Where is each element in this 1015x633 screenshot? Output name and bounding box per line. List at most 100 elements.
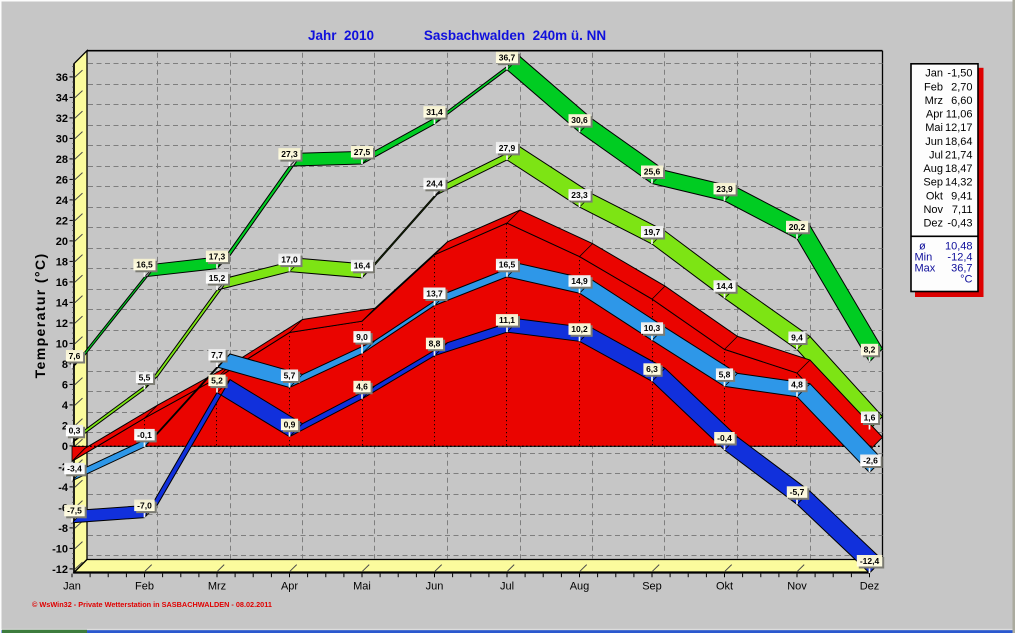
svg-text:27,3: 27,3 bbox=[281, 149, 298, 159]
svg-text:-10: -10 bbox=[52, 543, 68, 555]
svg-text:-1,50: -1,50 bbox=[947, 68, 972, 80]
svg-text:9,0: 9,0 bbox=[356, 332, 368, 342]
svg-text:11,06: 11,06 bbox=[946, 109, 973, 121]
svg-text:Nov: Nov bbox=[923, 204, 943, 216]
svg-text:16,5: 16,5 bbox=[136, 260, 153, 270]
svg-text:Mai: Mai bbox=[353, 581, 371, 593]
svg-text:°C: °C bbox=[960, 273, 972, 285]
svg-text:Jun: Jun bbox=[925, 136, 943, 148]
svg-text:8: 8 bbox=[62, 359, 68, 371]
svg-text:Mai: Mai bbox=[925, 122, 943, 134]
svg-text:-7,5: -7,5 bbox=[67, 506, 82, 516]
svg-text:Dez: Dez bbox=[860, 581, 880, 593]
svg-text:4,6: 4,6 bbox=[356, 382, 368, 392]
svg-text:5,7: 5,7 bbox=[284, 370, 296, 380]
svg-text:4,8: 4,8 bbox=[791, 380, 803, 390]
svg-text:17,3: 17,3 bbox=[209, 252, 226, 262]
svg-text:Apr: Apr bbox=[281, 581, 298, 593]
svg-text:34: 34 bbox=[56, 92, 69, 104]
svg-text:6,3: 6,3 bbox=[646, 364, 658, 374]
svg-text:36: 36 bbox=[56, 72, 68, 84]
svg-text:-3,4: -3,4 bbox=[67, 464, 82, 474]
svg-text:-4: -4 bbox=[58, 482, 69, 494]
svg-text:27,9: 27,9 bbox=[499, 143, 516, 153]
svg-text:5,5: 5,5 bbox=[139, 372, 151, 382]
svg-text:Feb: Feb bbox=[135, 581, 154, 593]
svg-text:19,7: 19,7 bbox=[644, 227, 661, 237]
svg-text:18: 18 bbox=[56, 256, 68, 268]
svg-text:7,6: 7,6 bbox=[69, 351, 81, 361]
svg-text:Aug: Aug bbox=[570, 581, 590, 593]
svg-text:Temperatur (°C): Temperatur (°C) bbox=[32, 252, 48, 378]
svg-text:14: 14 bbox=[56, 297, 69, 309]
svg-text:-8: -8 bbox=[58, 523, 68, 535]
svg-text:ø: ø bbox=[919, 241, 926, 253]
svg-text:27,5: 27,5 bbox=[354, 147, 371, 157]
svg-text:30,6: 30,6 bbox=[571, 115, 588, 125]
svg-text:-12,4: -12,4 bbox=[947, 251, 972, 263]
svg-text:11,1: 11,1 bbox=[499, 315, 515, 325]
svg-text:Sasbachwalden 240m ü. NN: Sasbachwalden 240m ü. NN bbox=[424, 28, 606, 43]
svg-text:© WsWin32 - Private Wetterst: © WsWin32 - Private Wetterstation in SAS… bbox=[32, 600, 272, 609]
svg-text:Max: Max bbox=[915, 262, 936, 274]
svg-text:Mrz: Mrz bbox=[925, 95, 943, 107]
svg-text:0,3: 0,3 bbox=[69, 426, 81, 436]
svg-text:7,11: 7,11 bbox=[952, 204, 973, 216]
svg-text:-7,0: -7,0 bbox=[137, 501, 152, 511]
svg-text:Nov: Nov bbox=[787, 581, 807, 593]
svg-text:Jul: Jul bbox=[929, 150, 943, 162]
svg-text:Sep: Sep bbox=[642, 581, 662, 593]
svg-text:26: 26 bbox=[56, 174, 68, 186]
svg-text:Okt: Okt bbox=[926, 190, 943, 202]
svg-text:-2: -2 bbox=[58, 461, 68, 473]
svg-text:10,48: 10,48 bbox=[945, 241, 973, 253]
svg-text:28: 28 bbox=[56, 154, 68, 166]
svg-text:Jan: Jan bbox=[63, 581, 81, 593]
svg-text:9,4: 9,4 bbox=[791, 332, 803, 342]
svg-text:31,4: 31,4 bbox=[426, 107, 443, 117]
svg-text:Dez: Dez bbox=[923, 218, 943, 230]
svg-text:24: 24 bbox=[56, 195, 69, 207]
svg-text:-12,4: -12,4 bbox=[860, 556, 880, 566]
svg-text:8,2: 8,2 bbox=[864, 345, 876, 355]
svg-text:1,6: 1,6 bbox=[864, 412, 876, 422]
svg-text:5,2: 5,2 bbox=[211, 376, 223, 386]
svg-text:-0,1: -0,1 bbox=[137, 430, 152, 440]
svg-text:18,47: 18,47 bbox=[945, 163, 973, 175]
svg-text:Aug: Aug bbox=[923, 163, 943, 175]
svg-text:Jun: Jun bbox=[426, 581, 444, 593]
svg-text:6: 6 bbox=[62, 379, 68, 391]
svg-text:6,60: 6,60 bbox=[951, 95, 972, 107]
svg-text:16,4: 16,4 bbox=[354, 261, 371, 271]
svg-text:-2,6: -2,6 bbox=[863, 455, 878, 465]
svg-text:2: 2 bbox=[62, 420, 68, 432]
svg-text:10,3: 10,3 bbox=[644, 323, 661, 333]
svg-text:Okt: Okt bbox=[716, 581, 733, 593]
svg-text:23,9: 23,9 bbox=[716, 184, 733, 194]
svg-text:14,9: 14,9 bbox=[571, 276, 588, 286]
svg-text:10: 10 bbox=[56, 338, 68, 350]
svg-text:21,74: 21,74 bbox=[945, 150, 973, 162]
svg-text:9,41: 9,41 bbox=[951, 190, 972, 202]
svg-text:36,7: 36,7 bbox=[951, 262, 972, 274]
svg-text:16: 16 bbox=[56, 277, 68, 289]
svg-text:15,2: 15,2 bbox=[209, 273, 226, 283]
svg-text:14,4: 14,4 bbox=[716, 281, 733, 291]
svg-text:-5,7: -5,7 bbox=[790, 487, 805, 497]
svg-text:16,5: 16,5 bbox=[499, 260, 516, 270]
svg-text:-6: -6 bbox=[58, 502, 68, 514]
svg-text:5,8: 5,8 bbox=[719, 369, 731, 379]
svg-text:20: 20 bbox=[56, 236, 68, 248]
svg-text:0: 0 bbox=[62, 441, 68, 453]
svg-text:23,3: 23,3 bbox=[571, 190, 588, 200]
svg-text:12,17: 12,17 bbox=[945, 122, 973, 134]
svg-text:25,6: 25,6 bbox=[644, 166, 661, 176]
svg-text:18,64: 18,64 bbox=[945, 136, 973, 148]
svg-text:Mrz: Mrz bbox=[208, 581, 226, 593]
svg-text:17,0: 17,0 bbox=[281, 255, 298, 265]
svg-text:Feb: Feb bbox=[924, 81, 943, 93]
svg-text:13,7: 13,7 bbox=[426, 288, 443, 298]
svg-text:-0,4: -0,4 bbox=[717, 433, 732, 443]
svg-text:20,2: 20,2 bbox=[789, 222, 806, 232]
svg-text:30: 30 bbox=[56, 133, 68, 145]
